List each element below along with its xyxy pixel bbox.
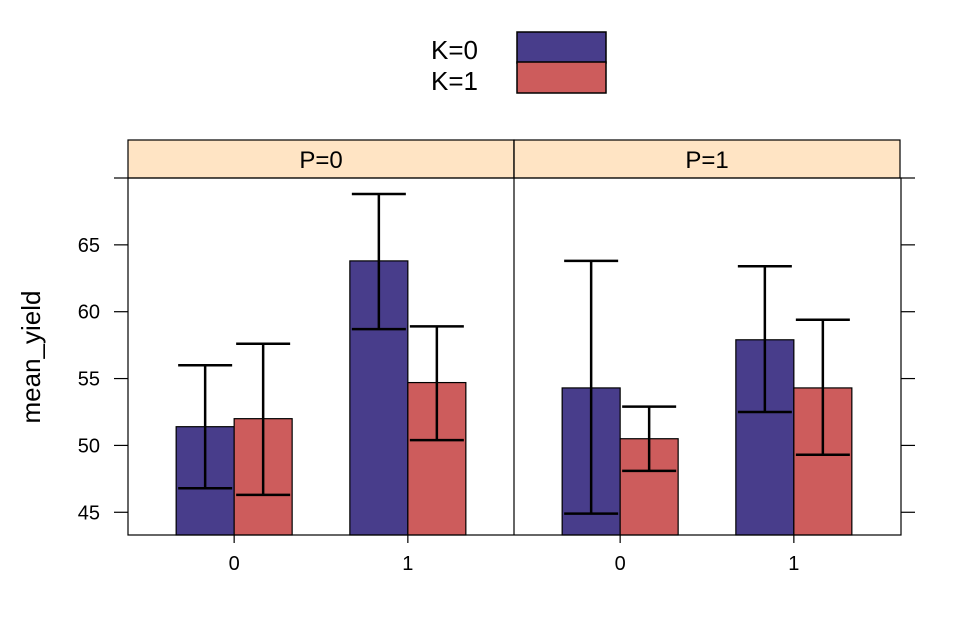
panel-strip-label: P=0 — [299, 147, 342, 174]
y-tick-label: 65 — [78, 235, 100, 257]
y-tick-label: 50 — [78, 435, 100, 457]
x-tick-label: 0 — [615, 553, 626, 575]
x-tick-label: 1 — [402, 553, 413, 575]
x-tick-label: 1 — [788, 553, 799, 575]
panel-strip-label: P=1 — [685, 147, 728, 174]
x-tick-label: 0 — [229, 553, 240, 575]
y-tick-label: 55 — [78, 369, 100, 391]
panel-strip — [127, 139, 515, 179]
legend-label: K=1 — [431, 66, 478, 96]
legend-label: K=0 — [431, 35, 478, 65]
y-axis-label: mean_yield — [16, 291, 46, 424]
legend-swatch — [516, 31, 607, 64]
y-tick-label: 60 — [78, 302, 100, 324]
legend-swatch — [516, 61, 607, 94]
y-tick-label: 45 — [78, 502, 100, 524]
